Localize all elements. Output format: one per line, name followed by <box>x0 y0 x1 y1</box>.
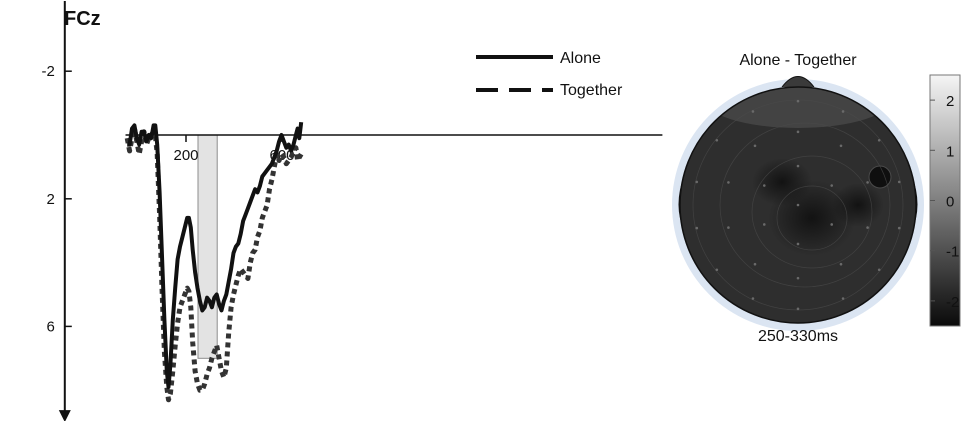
electrode-dot <box>753 262 757 266</box>
topo-time-label: 250-330ms <box>758 328 838 345</box>
electrode-dot <box>751 297 755 300</box>
colorbar-ticks: 2 1 0 -1 -2 <box>930 93 959 311</box>
shaded-time-window <box>197 134 218 359</box>
electrode-dot <box>796 307 800 311</box>
electrode-dot <box>762 223 766 226</box>
x-tick-label: 200 <box>173 147 198 164</box>
electrode-dot <box>877 268 881 272</box>
electrode-dot <box>866 226 869 229</box>
electrode-dot <box>796 242 800 246</box>
electrode-dot <box>727 226 730 229</box>
electrode-dot <box>751 110 755 113</box>
nose-shape <box>781 76 815 88</box>
electrode-dot <box>841 110 845 113</box>
chart-title: FCz <box>64 8 101 30</box>
legend-label-together: Together <box>560 82 623 99</box>
electrode-dot <box>866 181 869 184</box>
electrode-dot <box>753 144 757 148</box>
electrode-dot <box>727 181 730 184</box>
electrode-dot <box>695 226 699 230</box>
electrode-dot <box>796 276 800 280</box>
y-tick-label: -2 <box>41 63 54 80</box>
electrode-dot <box>897 180 901 184</box>
colorbar-tick-label: 2 <box>946 93 954 110</box>
electrode-dot <box>796 130 800 134</box>
electrode-dot <box>839 262 843 266</box>
colorbar-tick-label: -1 <box>946 244 959 261</box>
y-axis-arrowhead <box>58 410 71 421</box>
colorbar-tick-label: -2 <box>946 294 959 311</box>
series-together <box>124 126 304 403</box>
y-tick-label: 6 <box>46 318 54 335</box>
colorbar-tick-label: 0 <box>946 194 954 211</box>
electrode-dot <box>796 203 800 207</box>
topo-title: Alone - Together <box>739 52 857 69</box>
y-tick-label: 2 <box>46 191 54 208</box>
electrode-dot <box>839 144 843 148</box>
electrode-dot <box>897 226 901 230</box>
electrode-dot <box>841 297 845 300</box>
electrode-dot <box>762 184 766 187</box>
electrode-dot <box>830 223 834 226</box>
electrode-dot <box>796 99 800 103</box>
topographic-map: Alone - Together 250-330ms 2 1 0 -1 -2 <box>672 52 961 345</box>
scalp-outline <box>679 86 917 324</box>
colorbar-tick-label: 1 <box>946 143 954 160</box>
electrode-dot <box>877 138 881 142</box>
legend: Alone Together <box>476 50 623 99</box>
electrode-dot <box>715 138 719 142</box>
scalp-shading <box>692 87 904 311</box>
electrode-dots <box>695 99 901 311</box>
electrode-dot <box>796 164 800 168</box>
series-alone <box>127 121 304 389</box>
electrode-dot <box>715 268 719 272</box>
electrode-dot <box>695 180 699 184</box>
series-layer <box>124 121 304 403</box>
electrode-dot <box>830 184 834 187</box>
legend-label-alone: Alone <box>560 50 601 67</box>
